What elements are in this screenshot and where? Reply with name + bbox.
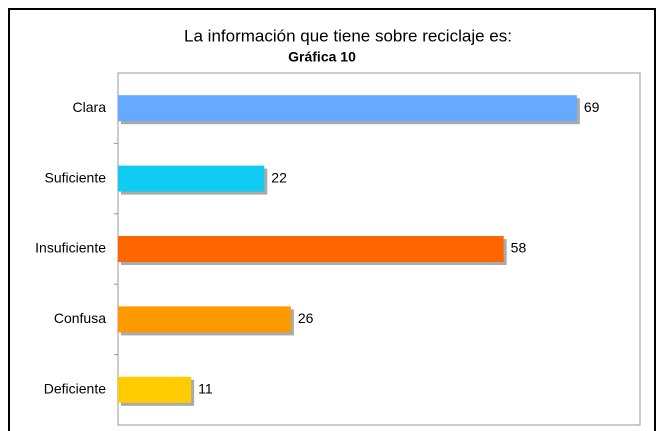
bar <box>118 306 291 333</box>
value-label: 26 <box>298 310 314 326</box>
bar <box>118 95 577 122</box>
bar <box>118 376 192 403</box>
y-tick-label: Confusa <box>54 310 106 326</box>
y-tick-label: Clara <box>73 99 107 115</box>
y-tick-label: Deficiente <box>44 381 106 397</box>
value-label: 69 <box>584 99 600 115</box>
value-label: 58 <box>511 240 527 256</box>
y-tick-label: Insuficiente <box>35 240 106 256</box>
value-label: 22 <box>271 169 287 185</box>
value-label: 11 <box>198 381 213 397</box>
chart-title: La información que tiene sobre reciclaje… <box>184 26 512 45</box>
frame <box>8 8 656 431</box>
chart-subtitle: Gráfica 10 <box>288 49 356 65</box>
bar <box>118 165 265 192</box>
y-tick-label: Suficiente <box>45 169 107 185</box>
bar <box>118 236 504 262</box>
